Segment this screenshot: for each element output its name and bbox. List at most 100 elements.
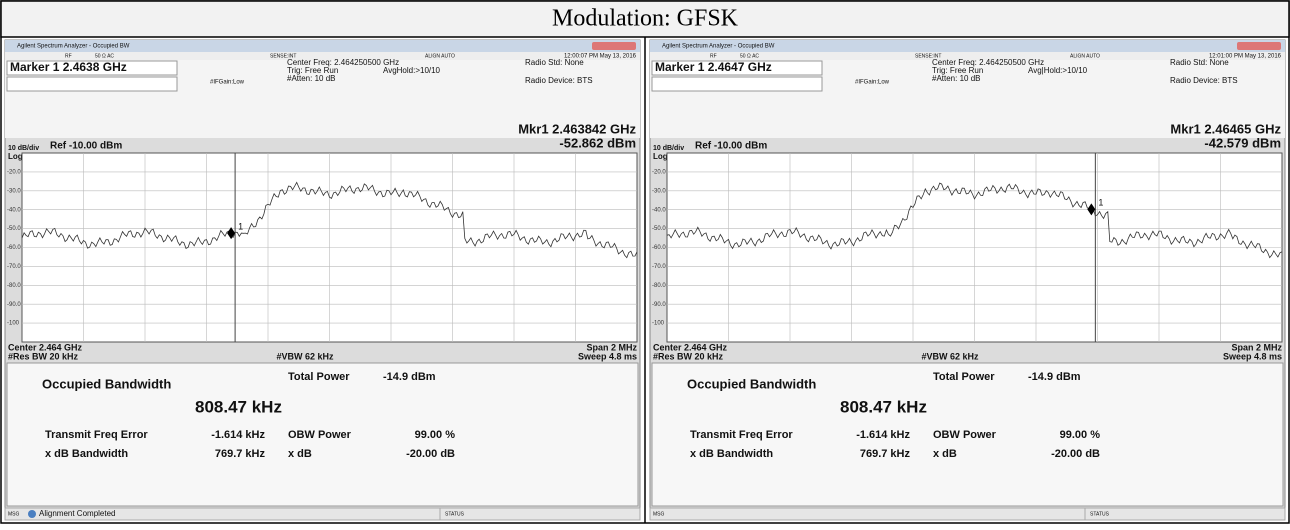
- window-title: Agilent Spectrum Analyzer - Occupied BW: [662, 44, 775, 50]
- status-bar: [4, 507, 641, 521]
- status-label: STATUS: [1090, 511, 1110, 517]
- status-label: STATUS: [445, 511, 465, 517]
- status-strip: [650, 52, 1285, 60]
- center-freq: Center Freq: 2.464250500 GHz: [932, 58, 1044, 67]
- marker-id: 1: [238, 222, 243, 232]
- radio-device: Radio Device: BTS: [525, 76, 593, 85]
- y-axis-label: -50.0: [7, 226, 21, 232]
- y-axis-label: -70.0: [652, 264, 666, 270]
- marker-frequency: Mkr1 2.46465 GHz: [1170, 121, 1281, 136]
- xdb-label: x dB: [933, 448, 957, 460]
- span-label: Span 2 MHz: [1231, 342, 1282, 352]
- timestamp: 12:01:00 PM May 13, 2016: [1209, 54, 1282, 60]
- tfe: -1.614 kHz: [211, 429, 265, 441]
- if-gain: #IFGain:Low: [210, 80, 245, 86]
- title-bar: [650, 40, 1285, 52]
- header-title: Modulation: GFSK: [552, 6, 739, 32]
- results-box: [651, 362, 1284, 507]
- radio-std: Radio Std: None: [1170, 58, 1229, 67]
- sense-label: SENSE:INT: [915, 53, 941, 59]
- spectrum-trace: [666, 182, 1283, 259]
- impedance-label: 50 Ω AC: [95, 53, 114, 59]
- xdb-label: x dB: [288, 448, 312, 460]
- y-axis-label: -30.0: [652, 188, 666, 194]
- y-axis-label: -100: [652, 321, 665, 327]
- trig: Trig: Free Run: [287, 66, 338, 75]
- xdb: -20.00 dB: [406, 448, 455, 460]
- obw-value: 808.47 kHz: [195, 397, 282, 416]
- msg-label: MSG: [653, 511, 665, 517]
- scale-label: 10 dB/div: [653, 145, 684, 152]
- res-bw: #Res BW 20 kHz: [8, 351, 79, 361]
- marker-diamond: [227, 227, 236, 240]
- avg-hold: AvgHold:>10/10: [383, 66, 441, 75]
- align-label: ALIGN AUTO: [1070, 53, 1100, 59]
- obw-label: Occupied Bandwidth: [42, 376, 171, 391]
- sense-label: SENSE:INT: [270, 53, 296, 59]
- tfe: -1.614 kHz: [856, 429, 910, 441]
- input-box: [6, 76, 178, 92]
- obw-value: 808.47 kHz: [840, 397, 927, 416]
- y-axis-label: -100: [7, 321, 20, 327]
- title-bar: [5, 40, 640, 52]
- rf-label: RF: [710, 53, 717, 59]
- xdb-bw-label: x dB Bandwidth: [45, 448, 128, 460]
- xdb: -20.00 dB: [1051, 448, 1100, 460]
- marker-readout: Marker 1 2.4647 GHz: [655, 60, 772, 74]
- radio-device: Radio Device: BTS: [1170, 76, 1238, 85]
- radio-std: Radio Std: None: [525, 58, 584, 67]
- atten: #Atten: 10 dB: [932, 74, 980, 83]
- marker-level: -42.579 dBm: [1204, 135, 1281, 150]
- avg-hold: Avg|Hold:>10/10: [1028, 66, 1088, 75]
- scale-label: 10 dB/div: [8, 145, 39, 152]
- obw-power: 99.00 %: [415, 429, 456, 441]
- center-label: Center 2.464 GHz: [653, 342, 728, 352]
- y-axis-label: -50.0: [652, 226, 666, 232]
- y-axis-label: -80.0: [7, 283, 21, 289]
- obw-label: Occupied Bandwidth: [687, 376, 816, 391]
- span-label: Span 2 MHz: [586, 342, 637, 352]
- results-box: [6, 362, 639, 507]
- input-box: [651, 76, 823, 92]
- total-power: -14.9 dBm: [383, 371, 436, 383]
- tfe-label: Transmit Freq Error: [690, 429, 793, 441]
- header-row: [0, 0, 1290, 38]
- marker-box: [651, 60, 823, 76]
- window-controls: [592, 42, 636, 50]
- ref-level: Ref -10.00 dBm: [695, 141, 767, 152]
- y-axis-label: -40.0: [7, 207, 21, 213]
- total-power-label: Total Power: [288, 371, 350, 383]
- marker-readout: Marker 1 2.4638 GHz: [10, 60, 127, 74]
- xdb-bw-label: x dB Bandwidth: [690, 448, 773, 460]
- impedance-label: 50 Ω AC: [740, 53, 759, 59]
- ref-level: Ref -10.00 dBm: [50, 141, 122, 152]
- y-axis-label: -70.0: [7, 264, 21, 270]
- msg-label: MSG: [8, 511, 20, 517]
- obw-power-label: OBW Power: [288, 429, 352, 441]
- y-axis-label: -90.0: [652, 302, 666, 308]
- atten: #Atten: 10 dB: [287, 74, 335, 83]
- window-title: Agilent Spectrum Analyzer - Occupied BW: [17, 44, 130, 50]
- marker-id: 1: [1098, 198, 1103, 208]
- tfe-label: Transmit Freq Error: [45, 429, 148, 441]
- vbw-label: #VBW 62 kHz: [276, 351, 334, 361]
- trig: Trig: Free Run: [932, 66, 983, 75]
- y-axis-label: -60.0: [7, 245, 21, 251]
- align-label: ALIGN AUTO: [425, 53, 455, 59]
- status-message: Alignment Completed: [39, 509, 115, 518]
- sweep-label: Sweep 4.8 ms: [578, 351, 637, 361]
- window-controls: [1237, 42, 1281, 50]
- res-bw: #Res BW 20 kHz: [653, 351, 724, 361]
- center-label: Center 2.464 GHz: [8, 342, 83, 352]
- marker-diamond: [1087, 203, 1096, 216]
- xdb-bw: 769.7 kHz: [215, 448, 266, 460]
- timestamp: 12:00:07 PM May 13, 2016: [564, 54, 637, 60]
- y-axis-label: -40.0: [652, 207, 666, 213]
- sweep-label: Sweep 4.8 ms: [1223, 351, 1282, 361]
- analyzer-window: Agilent Spectrum Analyzer - Occupied BW R…: [649, 39, 1286, 521]
- total-power-label: Total Power: [933, 371, 995, 383]
- y-axis-label: -20.0: [7, 169, 21, 175]
- info-icon: [28, 510, 36, 518]
